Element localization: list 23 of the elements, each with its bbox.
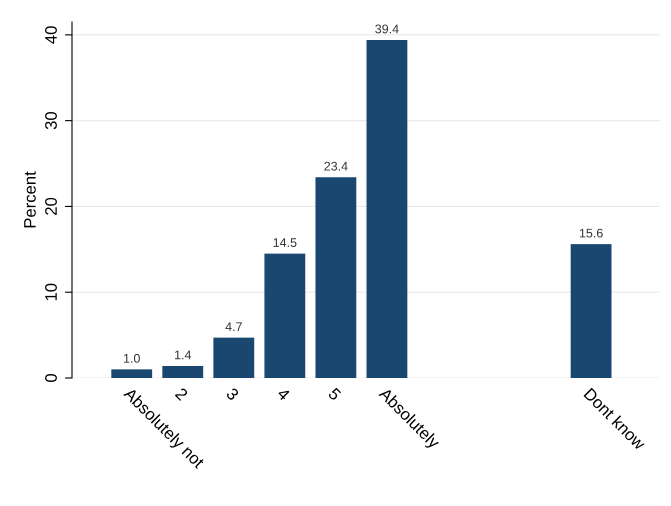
x-tick-label: 4 (276, 387, 291, 402)
y-tick-label: 40 (45, 26, 57, 44)
bar (111, 369, 152, 378)
bar (315, 177, 356, 378)
bar (213, 338, 254, 378)
y-tick-label: 20 (45, 198, 57, 215)
x-tick-label: 5 (328, 387, 342, 402)
data-label: 14.5 (274, 238, 296, 247)
bar (366, 40, 408, 378)
data-label: 4.7 (225, 322, 242, 331)
bar (162, 366, 204, 378)
y-tick-label: 30 (45, 112, 57, 130)
data-label: 23.4 (324, 162, 348, 171)
data-label: 39.4 (375, 24, 399, 34)
x-tick-label: 3 (226, 387, 240, 402)
bar (570, 244, 612, 378)
data-label: 1.0 (124, 354, 140, 363)
y-axis-title: Percent (24, 171, 36, 228)
y-tick-label: 0 (45, 374, 57, 382)
data-label: 15.6 (580, 228, 603, 238)
data-label: 1.4 (175, 350, 192, 360)
y-tick-label: 10 (45, 284, 57, 300)
bar (264, 254, 306, 378)
